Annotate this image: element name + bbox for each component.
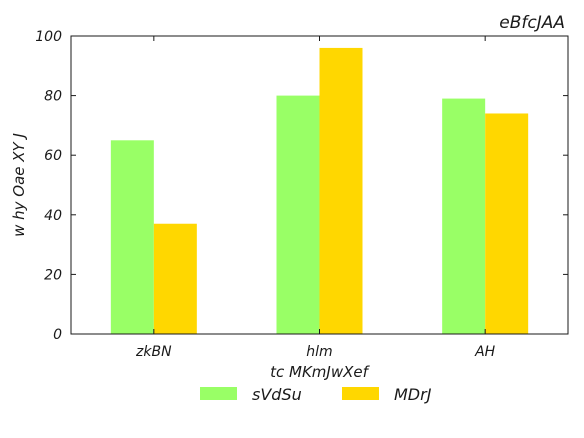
- bars-group: [110, 47, 529, 335]
- x-axis-label: tc MKmJwXef: [270, 363, 370, 381]
- y-tick-label: 100: [35, 29, 62, 45]
- y-axis-label: w hy Oae XY J: [10, 133, 28, 237]
- bar-MDrJ-zkBN: [153, 223, 197, 334]
- bar-MDrJ-hlm: [319, 47, 363, 335]
- y-tick-label: 0: [53, 327, 62, 343]
- y-tick-label: 40: [44, 208, 62, 224]
- y-tick-label: 60: [44, 148, 62, 164]
- bar-sVdSu-AH: [442, 98, 486, 334]
- bar-sVdSu-hlm: [276, 95, 320, 334]
- legend-label-sVdSu: sVdSu: [252, 385, 302, 404]
- x-tick-label: zkBN: [135, 344, 172, 360]
- chart-title: eBfcJAA: [499, 13, 565, 33]
- y-tick-label: 80: [44, 89, 62, 105]
- x-tick-label: AH: [474, 344, 496, 360]
- bar-sVdSu-zkBN: [110, 140, 154, 334]
- y-tick-label: 20: [44, 267, 62, 283]
- legend-swatch-sVdSu: [200, 387, 237, 400]
- plot-frame: [70, 35, 569, 335]
- bar-MDrJ-AH: [485, 113, 529, 334]
- x-tick-label: hlm: [306, 344, 332, 360]
- legend-label-MDrJ: MDrJ: [394, 385, 432, 404]
- legend: sVdSu MDrJ: [200, 385, 432, 404]
- legend-swatch-MDrJ: [342, 387, 379, 400]
